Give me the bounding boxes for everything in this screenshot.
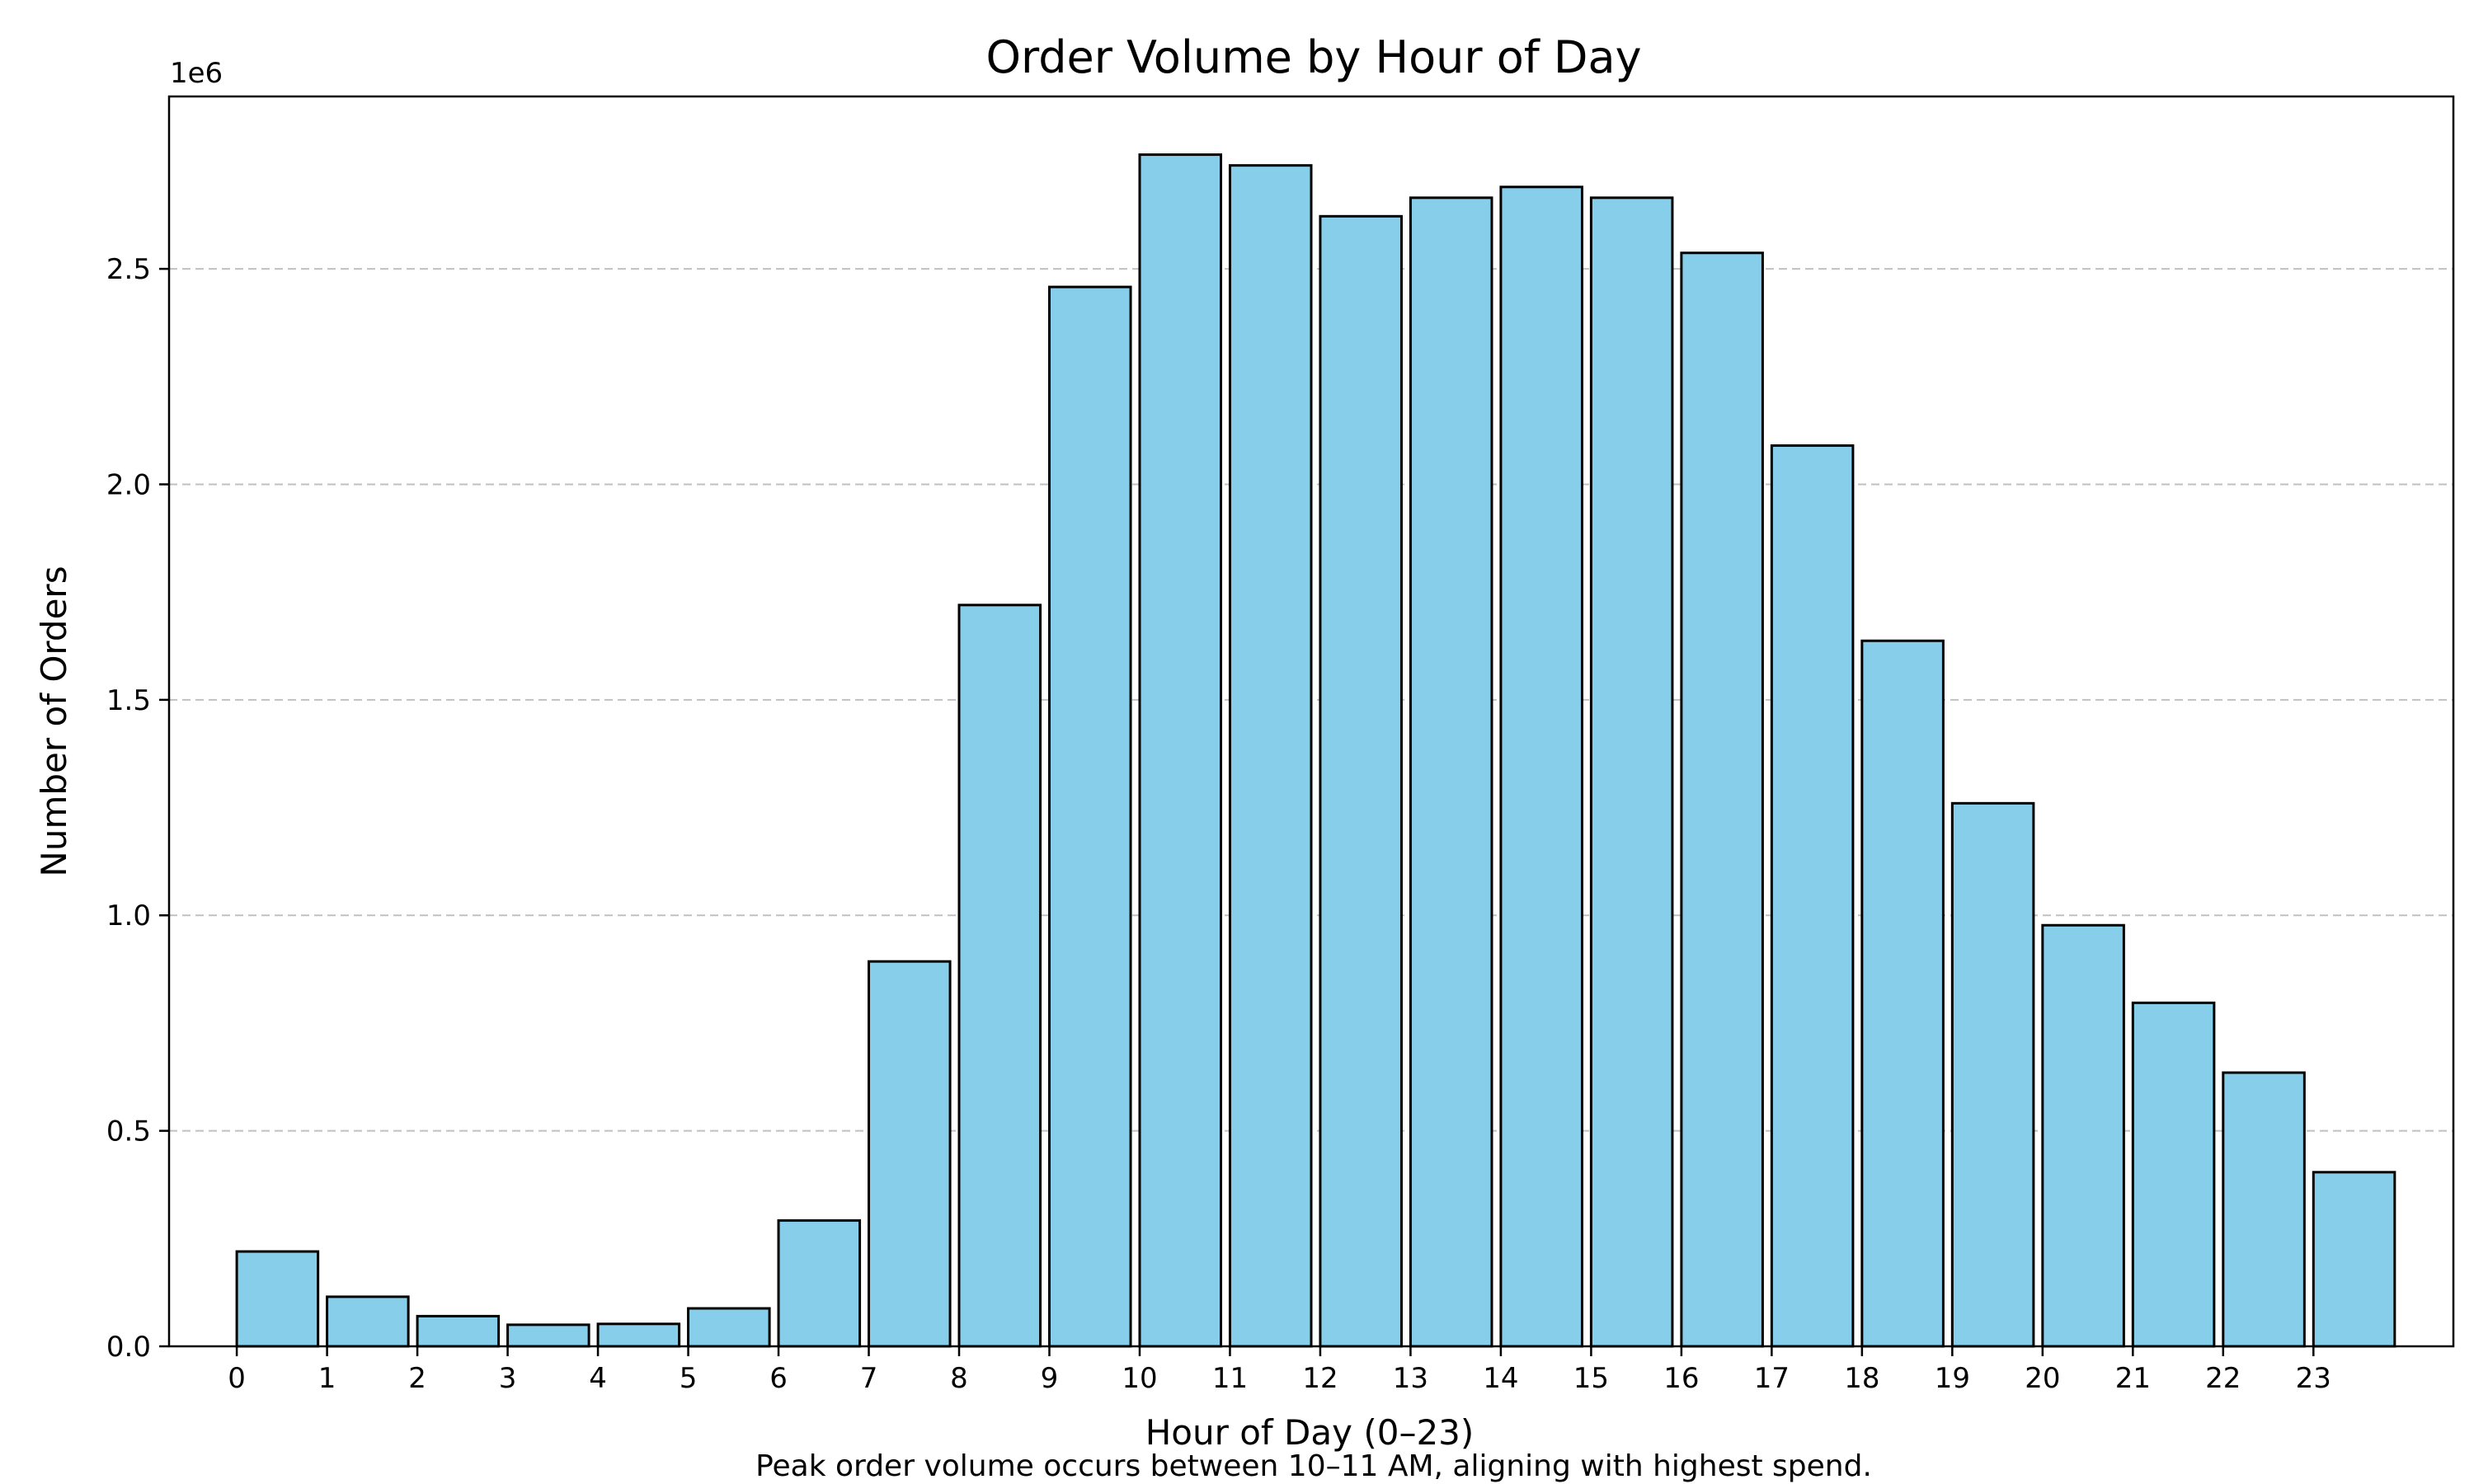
chart-title: Order Volume by Hour of Day (985, 31, 1641, 83)
y-axis-label: Number of Orders (34, 566, 74, 876)
bar-hour-19 (1950, 801, 2035, 1348)
x-tick-label: 13 (1393, 1362, 1428, 1395)
y-tick-label: 1.5 (106, 684, 151, 717)
bar-hour-11 (1228, 164, 1313, 1348)
bar-hour-5 (687, 1307, 771, 1348)
x-tick-label: 12 (1302, 1362, 1338, 1395)
x-axis-label: Hour of Day (0–23) (1145, 1412, 1475, 1453)
bar-hour-13 (1409, 196, 1493, 1348)
plot-frame (167, 95, 2455, 1348)
x-tick-label: 4 (589, 1362, 607, 1395)
x-tick-label: 2 (408, 1362, 426, 1395)
bar-hour-17 (1770, 444, 1855, 1348)
bar-hour-15 (1589, 196, 1674, 1348)
x-axis-ticks: 0 1 2 3 4 5 6 7 8 9 10 11 12 13 14 15 16 17 18 19 20 21 22 23 (228, 1346, 2331, 1395)
x-tick-label: 9 (1041, 1362, 1059, 1395)
bar-hour-3 (506, 1323, 590, 1348)
x-tick-label: 15 (1573, 1362, 1609, 1395)
x-tick-label: 10 (1122, 1362, 1157, 1395)
chart-caption: Peak order volume occurs between 10–11 A… (755, 1449, 1872, 1483)
x-tick-label: 18 (1844, 1362, 1879, 1395)
bar-hour-6 (777, 1219, 862, 1348)
y-tick-label: 1.0 (106, 899, 151, 932)
x-tick-label: 11 (1212, 1362, 1248, 1395)
x-tick-label: 3 (499, 1362, 517, 1395)
x-tick-label: 7 (860, 1362, 878, 1395)
bar-hour-10 (1138, 153, 1223, 1348)
bar-hour-4 (596, 1322, 681, 1348)
x-tick-label: 22 (2205, 1362, 2241, 1395)
y-offset-label: 1e6 (170, 57, 223, 90)
bar-hour-22 (2222, 1071, 2306, 1348)
bar-hour-14 (1499, 186, 1583, 1348)
x-tick-label: 5 (680, 1362, 698, 1395)
bar-hour-23 (2312, 1171, 2396, 1348)
x-tick-label: 0 (228, 1362, 246, 1395)
bar-hour-12 (1319, 214, 1403, 1348)
bar-hour-1 (326, 1295, 410, 1348)
x-tick-label: 20 (2025, 1362, 2060, 1395)
x-tick-label: 8 (950, 1362, 968, 1395)
bar-hour-7 (868, 960, 952, 1348)
bar-hour-21 (2131, 1001, 2216, 1348)
bar-hour-8 (957, 603, 1042, 1348)
x-tick-label: 6 (769, 1362, 788, 1395)
bar-hour-16 (1680, 251, 1764, 1348)
x-tick-label: 21 (2115, 1362, 2151, 1395)
bars (235, 153, 2396, 1348)
y-axis-ticks: 0.0 0.5 1.0 1.5 2.0 2.5 (106, 253, 169, 1364)
bar-hour-18 (1860, 639, 1945, 1348)
bar-hour-9 (1047, 285, 1132, 1348)
y-tick-label: 2.5 (106, 253, 151, 286)
x-tick-label: 23 (2296, 1362, 2331, 1395)
x-tick-label: 1 (318, 1362, 336, 1395)
bar-hour-20 (2041, 923, 2125, 1348)
x-tick-label: 14 (1483, 1362, 1518, 1395)
x-tick-label: 17 (1754, 1362, 1790, 1395)
bar-hour-0 (235, 1250, 320, 1348)
bar-hour-2 (416, 1314, 501, 1348)
y-tick-label: 0.0 (106, 1331, 151, 1364)
x-tick-label: 16 (1663, 1362, 1699, 1395)
x-tick-label: 19 (1935, 1362, 1970, 1395)
y-tick-label: 2.0 (106, 468, 151, 501)
y-tick-label: 0.5 (106, 1115, 151, 1148)
